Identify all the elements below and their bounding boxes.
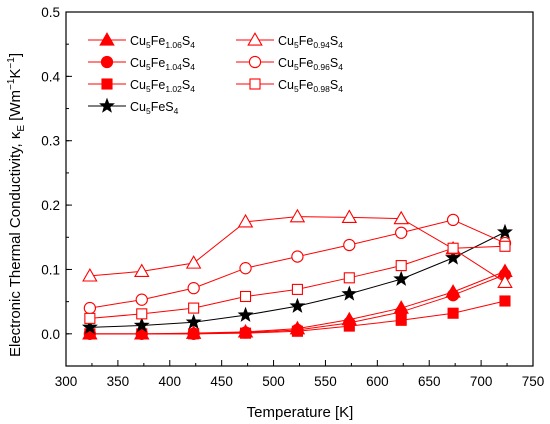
data-point bbox=[237, 213, 254, 228]
data-point bbox=[499, 295, 511, 307]
legend-entry: Cu5Fe1.02S4 bbox=[88, 78, 195, 94]
series bbox=[82, 208, 513, 288]
x-tick-label: 400 bbox=[159, 374, 182, 389]
legend-entry: Cu5FeS4 bbox=[88, 97, 179, 116]
legend-entry: Cu5Fe0.98S4 bbox=[236, 78, 343, 94]
data-point bbox=[83, 301, 97, 315]
legend-label: Cu5Fe1.04S4 bbox=[130, 56, 195, 72]
legend-entry: Cu5Fe1.04S4 bbox=[88, 55, 195, 72]
data-point bbox=[343, 320, 355, 332]
legend-label: Cu5Fe0.94S4 bbox=[278, 34, 343, 50]
x-tick-label: 300 bbox=[55, 374, 78, 389]
series bbox=[83, 213, 512, 315]
legend-label: Cu5Fe0.98S4 bbox=[278, 78, 343, 94]
series bbox=[81, 223, 513, 335]
y-axis-ticks: 0.0 0.1 0.2 0.3 0.4 0.5 bbox=[41, 5, 72, 367]
data-point bbox=[133, 317, 150, 333]
data-point bbox=[291, 325, 303, 337]
data-point bbox=[239, 262, 252, 275]
data-point bbox=[289, 297, 306, 313]
data-point bbox=[445, 249, 462, 265]
data-point bbox=[291, 250, 304, 263]
y-tick-label: 0.5 bbox=[41, 5, 60, 20]
data-point bbox=[497, 223, 513, 239]
legend-label: Cu5Fe1.02S4 bbox=[130, 78, 195, 94]
y-tick-label: 0.2 bbox=[41, 198, 60, 213]
legend-marker bbox=[247, 32, 263, 46]
series-line bbox=[89, 216, 506, 283]
data-point bbox=[343, 238, 356, 252]
legend-marker bbox=[99, 32, 115, 46]
data-point bbox=[185, 313, 202, 329]
data-point bbox=[446, 289, 460, 302]
data-point bbox=[185, 255, 202, 269]
y-tick-label: 0.4 bbox=[41, 69, 60, 84]
data-point bbox=[82, 267, 98, 282]
legend-entry: Cu5Fe0.96S4 bbox=[236, 55, 343, 72]
data-point bbox=[188, 328, 200, 340]
legend-marker bbox=[99, 97, 115, 113]
data-point bbox=[446, 213, 460, 227]
x-axis-title: Temperature [K] bbox=[247, 404, 354, 421]
series bbox=[84, 295, 511, 340]
data-point bbox=[341, 285, 358, 301]
y-tick-label: 0.3 bbox=[41, 134, 60, 149]
data-point bbox=[447, 242, 459, 254]
data-point bbox=[136, 308, 148, 320]
x-tick-label: 750 bbox=[522, 374, 545, 389]
y-axis-title: Electronic Thermal Conductivity, κE [Wm−… bbox=[6, 53, 27, 357]
data-point bbox=[499, 240, 511, 252]
legend-label: Cu5Fe1.06S4 bbox=[130, 34, 195, 50]
data-point bbox=[187, 281, 200, 295]
data-point bbox=[84, 312, 96, 324]
data-point bbox=[81, 319, 98, 335]
x-axis-ticks: 300 350 400 450 500 550 600 650 700 750 bbox=[55, 360, 545, 389]
data-point bbox=[135, 293, 148, 306]
legend: Cu5Fe1.06S4 Cu5Fe1.04S4 Cu5Fe1.02S4 Cu5FeS4… bbox=[88, 32, 343, 116]
x-tick-label: 450 bbox=[210, 374, 233, 389]
x-tick-label: 650 bbox=[418, 374, 441, 389]
legend-entry: Cu5Fe0.94S4 bbox=[236, 32, 343, 50]
data-point bbox=[395, 260, 407, 272]
y-tick-label: 0.0 bbox=[41, 327, 60, 342]
data-point bbox=[134, 263, 150, 278]
legend-label: Cu5FeS4 bbox=[130, 100, 179, 116]
data-point bbox=[393, 210, 409, 225]
legend-entry: Cu5Fe1.06S4 bbox=[88, 32, 195, 50]
data-point bbox=[497, 274, 513, 288]
y-tick-label: 0.1 bbox=[41, 262, 60, 277]
legend-marker bbox=[101, 78, 113, 90]
legend-marker bbox=[248, 55, 262, 69]
x-tick-label: 550 bbox=[314, 374, 337, 389]
data-point bbox=[291, 283, 303, 295]
data-point bbox=[289, 208, 306, 223]
x-tick-label: 350 bbox=[107, 374, 130, 389]
x-tick-label: 600 bbox=[366, 374, 389, 389]
legend-marker bbox=[249, 78, 261, 90]
data-point bbox=[393, 270, 410, 286]
data-point bbox=[237, 306, 254, 322]
data-point bbox=[395, 314, 407, 326]
legend-label: Cu5Fe0.96S4 bbox=[278, 56, 343, 72]
x-tick-label: 500 bbox=[262, 374, 285, 389]
data-point bbox=[447, 307, 459, 319]
legend-marker bbox=[100, 55, 114, 69]
series bbox=[84, 240, 511, 324]
series-layer bbox=[81, 208, 513, 340]
data-point bbox=[239, 290, 252, 303]
x-tick-label: 700 bbox=[470, 374, 493, 389]
data-point bbox=[188, 302, 200, 314]
data-point bbox=[343, 272, 355, 284]
data-point bbox=[239, 327, 252, 339]
data-point bbox=[341, 209, 358, 223]
data-point bbox=[395, 226, 408, 239]
